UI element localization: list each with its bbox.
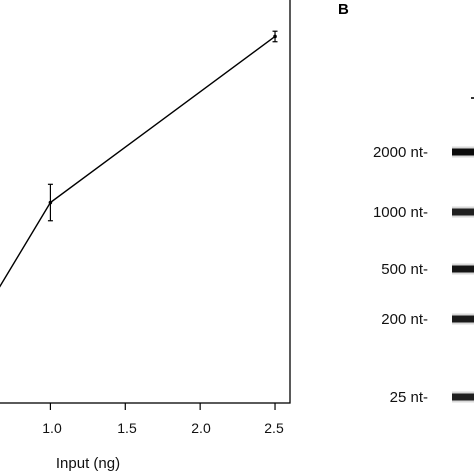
x-tick-label: 2.5: [264, 420, 284, 436]
ladder-band-label: 1000 nt-: [373, 204, 428, 221]
gel-band: [452, 148, 474, 156]
ladder-band-label: 2000 nt-: [373, 144, 428, 161]
x-tick-label: 2.0: [191, 420, 211, 436]
data-point: [48, 200, 53, 205]
series-line: [0, 35, 276, 288]
gel-band: [452, 393, 474, 401]
ladder-band-label: 25 nt-: [390, 389, 428, 406]
gel-band: [452, 315, 474, 323]
ladder-band-label: 500 nt-: [381, 261, 428, 278]
data-point: [273, 34, 277, 39]
gel-band-halo: [452, 391, 474, 403]
gel-band-halo: [452, 263, 474, 275]
series-layer: [0, 30, 278, 288]
x-tick-label: 1.0: [42, 420, 62, 436]
x-axis-label: Input (ng): [56, 455, 120, 472]
panel-b-letter: B: [338, 1, 349, 18]
gel-panel: B 2000 nt- 1000 nt- 500 nt- 200 nt- 25 nt-: [338, 1, 474, 406]
lane-top-mark: [471, 97, 474, 99]
x-tick-label: 1.5: [117, 420, 137, 436]
x-axis-tick-labels: 1.0 1.5 2.0 2.5: [42, 420, 284, 436]
gel-band-halo: [452, 206, 474, 218]
gel-band: [452, 265, 474, 273]
line-chart: 1.0 1.5 2.0 2.5 Input (ng): [0, 0, 291, 472]
gel-band-halo: [452, 313, 474, 325]
gel-band-halo: [452, 146, 474, 158]
ladder-band-label: 200 nt-: [381, 311, 428, 328]
x-axis-ticks: [49, 403, 276, 410]
gel-band: [452, 208, 474, 216]
plot-frame: [0, 0, 291, 404]
ladder: 2000 nt- 1000 nt- 500 nt- 200 nt- 25 nt-: [373, 144, 474, 406]
